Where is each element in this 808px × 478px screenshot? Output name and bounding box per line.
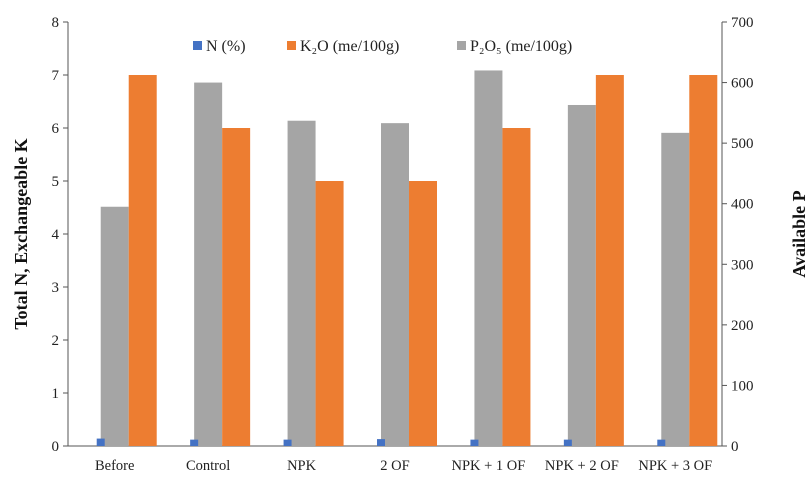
bar-k-o-me-100g-control	[222, 128, 251, 446]
legend-label-p-o-me-100g: P₂O₅ (me/100g)	[470, 38, 572, 55]
legend-label-n: N (%)	[206, 38, 246, 55]
left-tick-label: 4	[52, 227, 60, 243]
left-tick-label: 1	[52, 386, 60, 402]
category-labels: Before Control NPK 2 OF NPK + 1 OF NPK + 2 OF…	[95, 458, 712, 474]
bar-n-control	[190, 439, 199, 446]
right-tick-label: 400	[731, 197, 754, 213]
legend-swatch-k-o-me-100g	[287, 41, 296, 50]
left-tick-label: 6	[52, 121, 60, 137]
category-label-npk-1-of: NPK + 1 OF	[451, 458, 525, 474]
bar-k-o-me-100g-npk-2-of	[595, 75, 624, 446]
bar-p-o-me-100g-npk-1-of	[474, 70, 503, 446]
bar-p-o-me-100g-npk	[287, 120, 316, 446]
right-tick-label: 600	[731, 76, 754, 92]
category-label-2-of: 2 OF	[380, 458, 409, 474]
right-tick-label: 500	[731, 136, 754, 152]
bar-k-o-me-100g-npk-1-of	[502, 128, 531, 446]
plot-marks	[67, 22, 723, 447]
legend-label-k-o-me-100g: K₂O (me/100g)	[300, 38, 399, 55]
legend-swatch-n	[193, 41, 202, 50]
left-tick-label: 3	[52, 280, 60, 296]
bar-n-npk	[283, 439, 292, 446]
bar-n-before	[96, 438, 105, 446]
category-label-control: Control	[186, 458, 230, 474]
legend-swatch-p-o-me-100g	[457, 41, 466, 50]
right-tick-label: 200	[731, 318, 754, 334]
bar-k-o-me-100g-npk	[315, 181, 344, 446]
right-tick-label: 300	[731, 257, 754, 273]
left-tick-label: 2	[52, 333, 60, 349]
bar-k-o-me-100g-before	[128, 75, 157, 446]
left-tick-label: 7	[52, 68, 60, 84]
category-label-npk: NPK	[287, 458, 317, 474]
right-axis-title: Available P	[789, 190, 808, 277]
bar-n-npk-2-of	[563, 439, 572, 446]
right-axis-ticks: 0 100 200 300 400 500 600 700	[722, 15, 754, 455]
bar-p-o-me-100g-npk-2-of	[567, 104, 596, 447]
bar-n-npk-1-of	[470, 439, 479, 446]
right-tick-label: 700	[731, 15, 754, 31]
right-tick-label: 0	[731, 439, 739, 455]
bar-n-npk-3-of	[657, 439, 666, 446]
left-axis-ticks: 0 1 2 3 4 5 6 7 8	[52, 15, 68, 455]
bar-p-o-me-100g-2-of	[381, 123, 409, 446]
legend: N (%) K₂O (me/100g) P₂O₅ (me/100g)	[193, 38, 572, 55]
bar-p-o-me-100g-control	[194, 82, 223, 447]
left-axis-title: Total N, Exchangeable K	[11, 138, 31, 329]
bar-k-o-me-100g-npk-3-of	[689, 75, 718, 446]
left-tick-label: 0	[52, 439, 60, 455]
bar-n-2-of	[377, 439, 385, 446]
bar-p-o-me-100g-before	[100, 206, 129, 446]
bar-p-o-me-100g-npk-3-of	[661, 132, 690, 447]
category-label-npk-2-of: NPK + 2 OF	[545, 458, 619, 474]
category-label-npk-3-of: NPK + 3 OF	[638, 458, 712, 474]
category-label-before: Before	[95, 458, 134, 474]
left-tick-label: 5	[52, 174, 60, 190]
right-tick-label: 100	[731, 378, 754, 394]
bar-k-o-me-100g-2-of	[409, 181, 437, 446]
left-tick-label: 8	[52, 15, 60, 31]
